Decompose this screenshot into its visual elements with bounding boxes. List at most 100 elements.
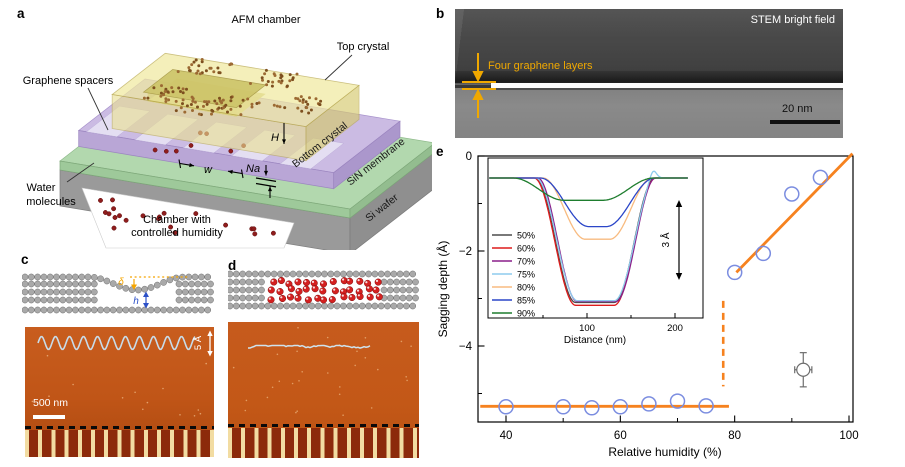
height-trace-flat [247, 344, 371, 349]
water-molecule [329, 277, 337, 286]
graphene-atom [84, 296, 92, 304]
graphene-atom [46, 306, 54, 314]
graphene-atom [78, 273, 86, 281]
graphene-atom [34, 280, 41, 288]
inset-scale-arrow-head [675, 273, 683, 280]
sample-dot [212, 70, 216, 74]
graphene-bright-stripe [491, 83, 843, 88]
sample-dot [146, 96, 150, 100]
graphene-atom [46, 273, 54, 281]
h-arrow-head [143, 303, 149, 309]
panel-d-label: d [228, 258, 237, 273]
water-molecule-dot [152, 147, 158, 153]
sample-dot [194, 58, 198, 62]
water-molecule-dot [112, 215, 118, 220]
graphene-atom [204, 273, 212, 281]
stem-dark-band [455, 71, 843, 83]
hydrogen-atom [367, 286, 370, 289]
water-molecule-dot [223, 222, 229, 228]
graphene-atom [72, 273, 79, 281]
water-molecule-dots [98, 197, 276, 237]
water-molecules-leader-line [66, 162, 95, 183]
water-molecule-dot [188, 143, 194, 148]
hydrogen-atom [289, 286, 292, 289]
graphene-atom [200, 288, 208, 296]
graphene-atom [65, 273, 73, 281]
graphene-atom [384, 302, 391, 310]
sample-dot-patches [142, 58, 323, 117]
sample-dot [181, 102, 184, 106]
hydrogen-atom [311, 280, 315, 283]
hydrogen-atom [357, 279, 360, 282]
graphene-layers-pointer-arrows [462, 53, 496, 118]
graphene-atom [78, 306, 86, 314]
sample-dot [265, 83, 269, 87]
hydrogen-atom [349, 295, 352, 298]
graphene-atom [390, 270, 398, 278]
sample-dot [220, 101, 224, 105]
graphene-atom [340, 270, 347, 278]
panel-b-stem-image: STEM bright field Four graphene layers 2… [455, 9, 843, 138]
graphene-atom [396, 270, 404, 278]
hydrogen-atom [321, 281, 324, 284]
graphene-atom [264, 270, 272, 278]
stem-interface-line [455, 85, 491, 88]
water-molecule [356, 277, 364, 285]
water-molecule-dot [193, 211, 199, 217]
dim-Na-label: Na [246, 163, 260, 175]
graphene-atom [128, 306, 136, 314]
x-tick-label: 40 [500, 430, 513, 442]
water-molecule [286, 293, 295, 301]
graphene-atom [380, 278, 388, 286]
graphene-atom [352, 270, 360, 278]
graphene-atom [90, 280, 98, 288]
graphene-atom [40, 296, 48, 304]
speckle [199, 412, 202, 415]
water-molecule [287, 285, 295, 293]
water-molecules-label-2: molecules [26, 196, 76, 208]
graphene-atom [90, 288, 98, 296]
dim-H-label: H [271, 132, 279, 144]
sample-dot [261, 78, 264, 82]
y-tick-label: −4 [459, 341, 473, 353]
sample-dot [246, 97, 250, 101]
graphene-atom [147, 306, 155, 314]
hydrogen-atom [277, 289, 280, 292]
graphene-atom [245, 294, 253, 302]
water-molecule [374, 278, 382, 286]
sample-dot [218, 71, 222, 75]
panel-c-afm-overlay: 5 Å [31, 330, 213, 417]
sample-dot [203, 100, 206, 104]
hydrogen-atom [342, 278, 345, 281]
graphene-atom [403, 270, 410, 278]
sample-dot [278, 105, 282, 109]
hydrogen-atom [280, 296, 283, 299]
graphene-atom [175, 288, 183, 296]
sample-dot [210, 112, 213, 116]
data-point [584, 400, 600, 416]
afm-scale-text: 500 nm [33, 397, 69, 409]
hydrogen-atom [330, 297, 333, 300]
graphene-atom [204, 306, 212, 314]
speckle [295, 411, 297, 414]
sample-dot [142, 96, 146, 100]
graphene-spacers-label: Graphene spacers [23, 75, 114, 87]
data-point [555, 399, 571, 415]
panel-d-filled-schematic [228, 270, 419, 310]
water-molecule [277, 276, 285, 285]
speckle [370, 407, 373, 409]
sample-dot [271, 80, 275, 84]
graphene-atom [264, 302, 272, 310]
data-point [612, 399, 629, 415]
dim-arrow-head [189, 163, 194, 168]
graphene-atom [207, 296, 214, 304]
water-molecule-dot [123, 217, 129, 223]
graphene-atom [405, 286, 413, 294]
sample-dot [195, 71, 199, 75]
graphene-atom [65, 296, 73, 304]
graphene-atom [160, 306, 167, 314]
sample-dot [298, 99, 302, 103]
stem-scale-bar [770, 120, 840, 124]
x-tick-label: 80 [728, 430, 741, 442]
